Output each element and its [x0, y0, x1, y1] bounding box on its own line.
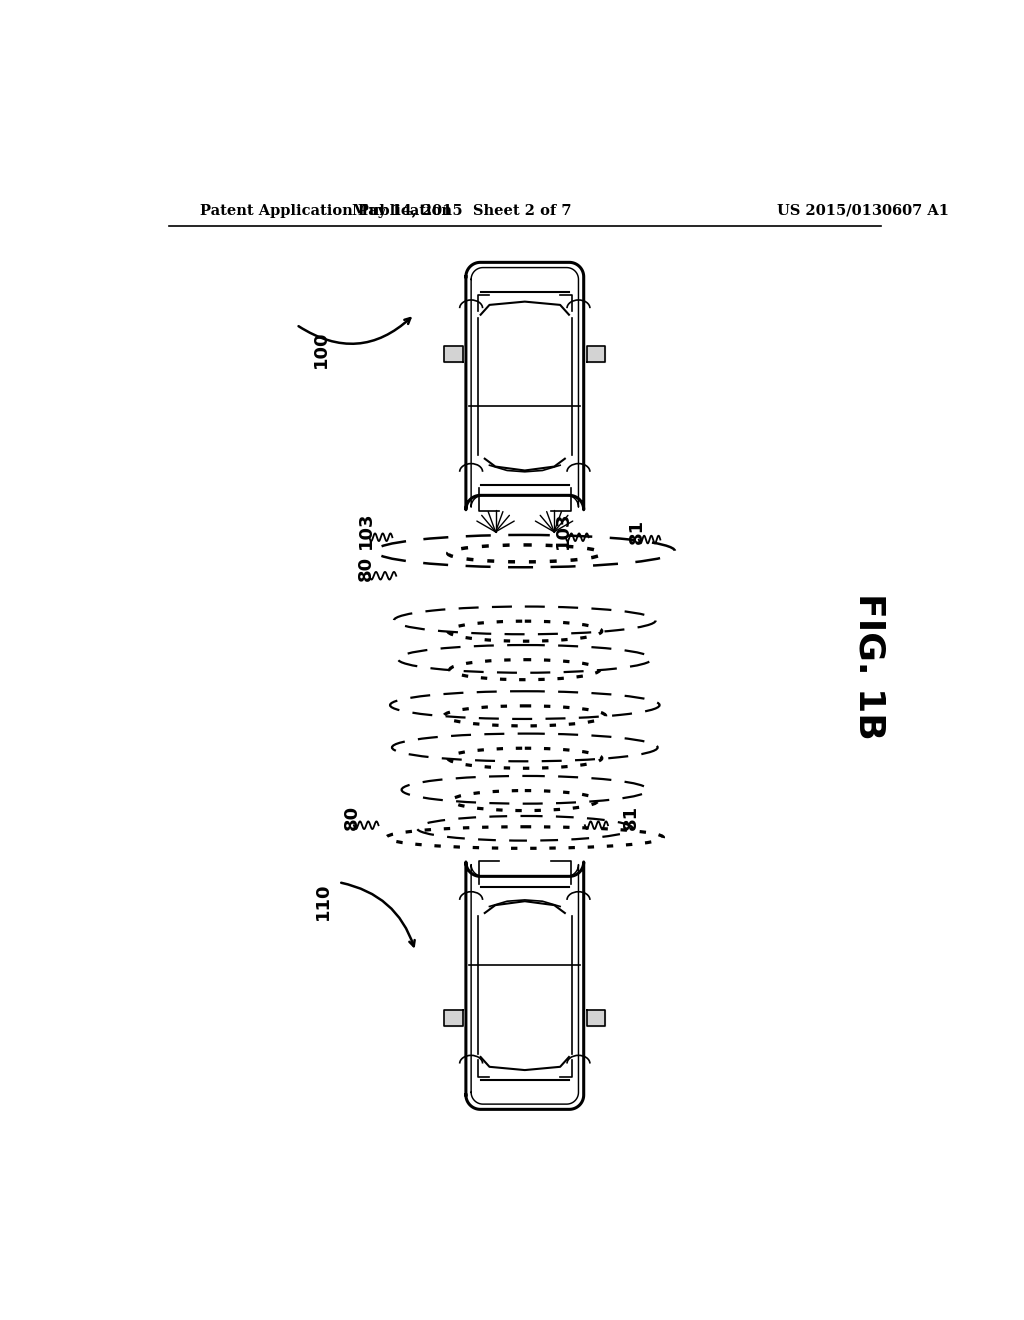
- Polygon shape: [444, 1010, 463, 1026]
- Polygon shape: [587, 346, 605, 362]
- Text: Patent Application Publication: Patent Application Publication: [200, 203, 452, 218]
- Text: 81: 81: [628, 519, 645, 544]
- Polygon shape: [587, 1010, 605, 1026]
- Text: 81: 81: [622, 805, 640, 830]
- Text: May 14, 2015  Sheet 2 of 7: May 14, 2015 Sheet 2 of 7: [352, 203, 571, 218]
- Text: 103: 103: [554, 512, 572, 549]
- Polygon shape: [444, 346, 463, 362]
- Text: US 2015/0130607 A1: US 2015/0130607 A1: [777, 203, 949, 218]
- Text: FIG. 1B: FIG. 1B: [853, 593, 887, 741]
- Text: 103: 103: [357, 512, 375, 549]
- Text: 100: 100: [311, 330, 330, 368]
- Text: 80: 80: [343, 805, 360, 830]
- Text: 80: 80: [356, 556, 375, 581]
- Text: 110: 110: [314, 883, 332, 920]
